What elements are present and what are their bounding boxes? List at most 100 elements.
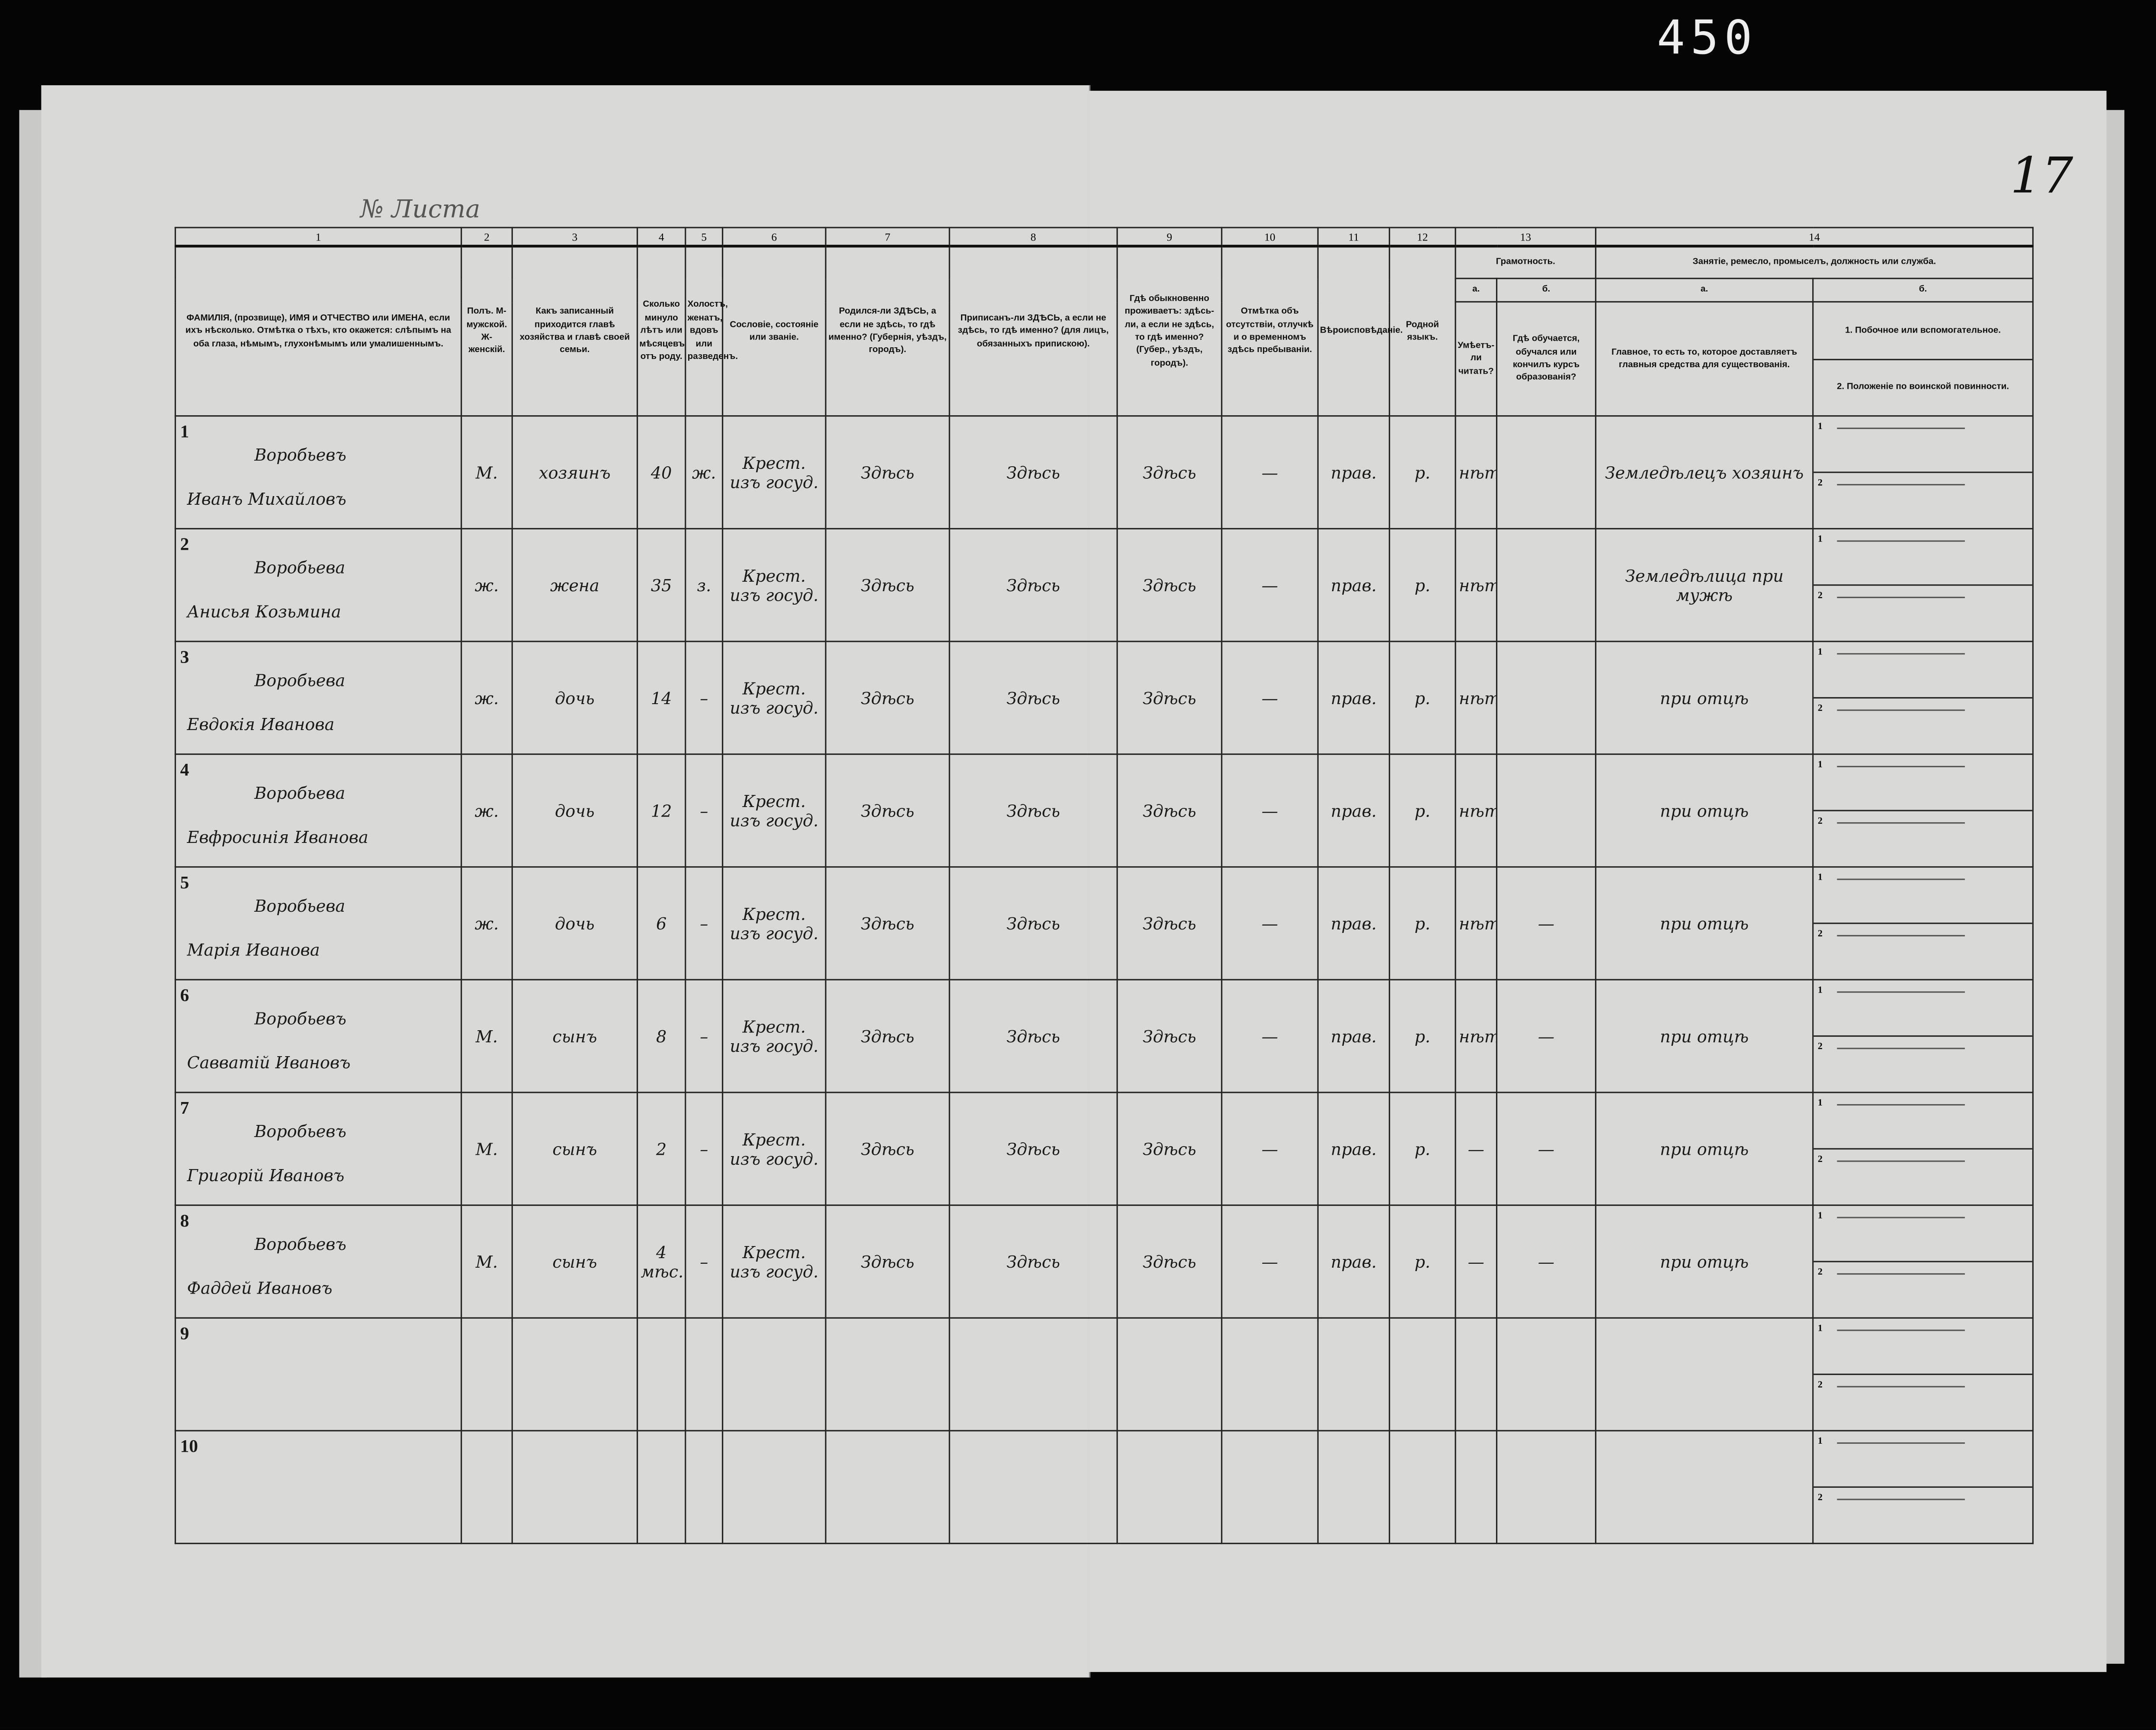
table-row: 4 Воробьева Евфросинія Иванова ж. дочь 12– К… <box>174 753 2034 868</box>
cell-lives: Здѣсь <box>1116 1204 1223 1319</box>
cell-occupation: при отцѣ <box>1595 979 1814 1093</box>
secondary-occupation-line: 1 <box>1814 756 2032 811</box>
cell-religion: прав. <box>1317 753 1390 868</box>
table-row: 7 Воробьевъ Григорій Ивановъ М. сынъ 2– Крес… <box>174 1092 2034 1206</box>
cell-secondary: 1 2 <box>1812 641 2034 755</box>
subline-number: 2 <box>1817 477 1823 488</box>
military-status-line: 2 <box>1814 698 2031 753</box>
subline-number: 1 <box>1817 759 1823 770</box>
cell-age: 12 <box>636 753 686 868</box>
cell-lives <box>1116 1317 1223 1432</box>
cell-absence: — <box>1221 979 1319 1093</box>
cell-born <box>825 1430 950 1544</box>
name-cell: 8 Воробьевъ Фаддей Ивановъ <box>174 1204 462 1319</box>
cell-estate <box>722 1430 827 1544</box>
blank-line <box>1836 1262 1965 1275</box>
given-name: Марія Иванова <box>187 939 320 959</box>
column-number: 1 <box>174 227 462 248</box>
table-row: 6 Воробьевъ Савватій Ивановъ М. сынъ 8– Крес… <box>174 979 2034 1093</box>
column-number: 4 <box>636 227 686 248</box>
cell-born: Здѣсь <box>825 866 950 980</box>
cell-marital <box>685 1317 724 1432</box>
cell-marital: ж. <box>685 415 724 529</box>
header-sex: Полъ. М-мужской. Ж-женскій. <box>461 245 513 417</box>
cell-lives: Здѣсь <box>1116 753 1223 868</box>
cell-registered: Здѣсь <box>948 1204 1118 1319</box>
cell-reads: нѣтъ <box>1454 753 1498 868</box>
name-cell: 5 Воробьева Марія Иванова <box>174 866 462 980</box>
cell-relation: сынъ <box>511 979 638 1093</box>
cell-registered: Здѣсь <box>948 415 1118 529</box>
row-number: 4 <box>180 759 189 780</box>
header-subtext-row: Умѣетъ-ли читать? Гдѣ обучается, обучалс… <box>175 301 2034 417</box>
column-number: 7 <box>825 227 950 248</box>
subline-number: 1 <box>1817 1435 1823 1447</box>
secondary-occupation-line: 1 <box>1814 981 2032 1037</box>
cell-lives: Здѣсь <box>1116 415 1223 529</box>
header-absence: Отмѣтка объ отсутствіи, отлучкѣ и о врем… <box>1221 245 1319 417</box>
cell-estate: Крест. изъ госуд. <box>722 641 827 755</box>
census-table: 1 2 3 4 5 6 7 8 9 10 11 12 13 14 ФАМИЛІЯ, (прозвище),… <box>174 227 2034 1544</box>
military-status-line: 2 <box>1814 473 2031 528</box>
cell-religion <box>1317 1317 1390 1432</box>
header-registered: Приписанъ-ли ЗДѢСЬ, а если не здѣсь, то … <box>948 245 1118 417</box>
handwritten-sheet-number: 17 <box>2010 148 2073 205</box>
cell-religion: прав. <box>1317 1204 1390 1319</box>
header-marital: Холостъ, женатъ, вдовъ или разведенъ. <box>685 245 738 417</box>
secondary-occupation-line: 1 <box>1814 1432 2032 1488</box>
cell-estate: Крест. изъ госуд. <box>722 866 827 980</box>
cell-lives: Здѣсь <box>1116 979 1223 1093</box>
cell-absence <box>1221 1317 1319 1432</box>
cell-absence: — <box>1221 1092 1319 1206</box>
cell-marital: з. <box>685 528 724 642</box>
cell-absence: — <box>1221 753 1319 868</box>
secondary-occupation-line: 1 <box>1814 868 2032 924</box>
surname: Воробьевъ <box>254 445 346 464</box>
subline-number: 2 <box>1817 928 1823 939</box>
secondary-occupation-line: 1 <box>1814 417 2032 473</box>
name-cell: 9 <box>174 1317 462 1432</box>
cell-school: — <box>1496 1204 1597 1319</box>
header-school: Гдѣ обучается, обучался или кончилъ курс… <box>1496 301 1597 417</box>
cell-born: Здѣсь <box>825 753 950 868</box>
cell-age: 8 <box>636 979 686 1093</box>
blank-line <box>1836 530 1965 542</box>
cell-born: Здѣсь <box>825 641 950 755</box>
military-status-line: 2 <box>1814 924 2031 978</box>
cell-registered: Здѣсь <box>948 753 1118 868</box>
header-secondary-occupation: 1. Побочное или вспомогательное. <box>1813 304 2032 360</box>
secondary-occupation-line: 1 <box>1814 1094 2032 1150</box>
military-status-line: 2 <box>1814 1150 2031 1204</box>
cell-registered: Здѣсь <box>948 528 1118 642</box>
subline-number: 2 <box>1817 815 1823 827</box>
column-number-row: 1 2 3 4 5 6 7 8 9 10 11 12 13 14 <box>174 227 2034 248</box>
cell-relation: жена <box>511 528 638 642</box>
cell-reads: нѣтъ <box>1454 979 1498 1093</box>
cell-estate: Крест. изъ госуд. <box>722 528 827 642</box>
cell-school <box>1496 1430 1597 1544</box>
header-13a-letter: а. <box>1454 278 1498 303</box>
row-number: 8 <box>180 1210 189 1231</box>
cell-sex: ж. <box>461 528 513 642</box>
subline-number: 1 <box>1817 533 1823 545</box>
blank-line <box>1836 417 1965 429</box>
cell-sex: ж. <box>461 641 513 755</box>
cell-registered: Здѣсь <box>948 979 1118 1093</box>
header-born: Родился-ли ЗДѢСЬ, а если не здѣсь, то гд… <box>825 245 950 417</box>
table-row: 8 Воробьевъ Фаддей Ивановъ М. сынъ 4 мѣс. – К… <box>174 1204 2034 1319</box>
subline-number: 1 <box>1817 871 1823 883</box>
cell-school: — <box>1496 866 1597 980</box>
surname: Воробьевъ <box>254 1234 346 1253</box>
cell-occupation: при отцѣ <box>1595 1204 1814 1319</box>
cell-lives: Здѣсь <box>1116 866 1223 980</box>
blank-line <box>1836 1375 1965 1387</box>
header-religion: Вѣроисповѣданіе. <box>1317 245 1403 417</box>
cell-reads: — <box>1454 1204 1498 1319</box>
subline-number: 2 <box>1817 1153 1823 1165</box>
subline-number: 1 <box>1817 1210 1823 1221</box>
cell-marital: – <box>685 1204 724 1319</box>
military-status-line: 2 <box>1814 1262 2031 1317</box>
cell-born: Здѣсь <box>825 415 950 529</box>
blank-line <box>1836 698 1965 711</box>
cell-secondary: 1 2 <box>1812 528 2034 642</box>
